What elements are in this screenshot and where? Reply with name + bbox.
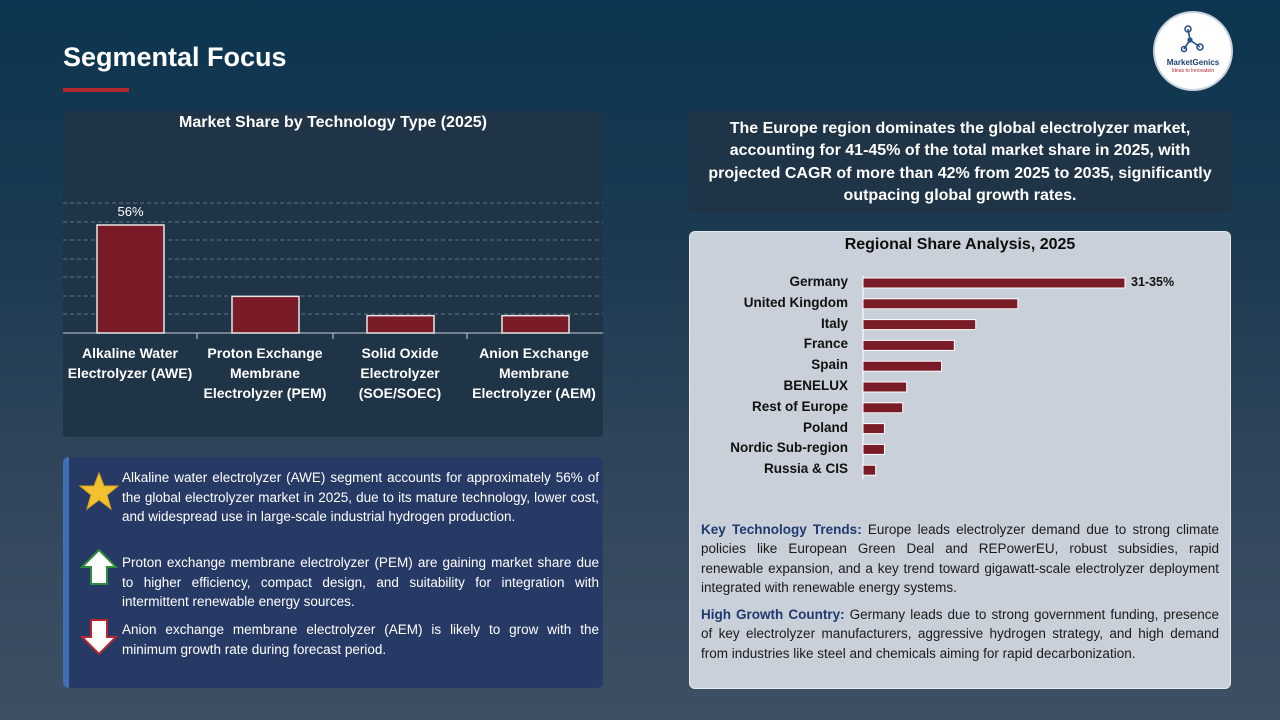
region-label: BENELUX <box>783 378 848 393</box>
region-bar-8 <box>862 443 885 455</box>
region-bar-4 <box>862 360 943 372</box>
key-trends-paragraph: Key Technology Trends: Europe leads elec… <box>701 520 1219 597</box>
region-bar-0 <box>862 277 1126 289</box>
region-bar-6 <box>862 402 904 414</box>
company-logo[interactable]: MarketGenics Ideas to Innovation <box>1155 13 1231 89</box>
key-trends-text: Europe leads electrolyzer demand due to … <box>701 522 1219 595</box>
technology-chart-panel: Market Share by Technology Type (2025) 5… <box>63 111 603 437</box>
category-label-awe: Alkaline Water Electrolyzer (AWE) <box>67 345 193 381</box>
tech-bar-0 <box>96 224 165 334</box>
region-label: United Kingdom <box>743 294 848 310</box>
europe-summary-panel: The Europe region dominates the global e… <box>689 111 1231 214</box>
region-bar-5 <box>862 381 908 393</box>
tech-bar-2 <box>366 314 435 334</box>
growth-country-heading: High Growth Country: <box>701 607 845 622</box>
bullet-awe: Alkaline water electrolyzer (AWE) segmen… <box>122 470 599 524</box>
region-label: Rest of Europe <box>751 398 848 414</box>
key-trends-heading: Key Technology Trends: <box>701 522 862 537</box>
arrow-down-icon <box>80 619 118 656</box>
regional-chart <box>862 276 1126 480</box>
europe-summary-text: The Europe region dominates the global e… <box>708 119 1212 205</box>
region-label: Poland <box>802 419 848 435</box>
growth-country-paragraph: High Growth Country: Germany leads due t… <box>701 605 1219 663</box>
region-label: Italy <box>820 315 848 331</box>
tech-bar-1 <box>231 295 300 334</box>
technology-chart: 56% <box>63 202 603 339</box>
category-label-aem: Anion Exchange Membrane Electrolyzer (AE… <box>472 345 596 401</box>
logo-brand: MarketGenics <box>1166 58 1220 67</box>
star-icon <box>79 471 119 511</box>
region-bar-1 <box>862 298 1019 310</box>
network-logo-icon <box>1180 25 1204 53</box>
region-bar-9 <box>862 464 877 476</box>
regional-chart-title: Regional Share Analysis, 2025 <box>844 236 1076 253</box>
tech-bar-3 <box>501 314 570 334</box>
region-bar-3 <box>862 339 955 351</box>
title-underline <box>63 88 129 92</box>
region-label: France <box>803 336 848 352</box>
bullet-aem: Anion exchange membrane electrolyzer (AE… <box>122 622 599 657</box>
logo-tagline: Ideas to Innovation <box>1171 68 1215 74</box>
region-bar-2 <box>862 319 977 331</box>
tech-bar-value-label: 56% <box>117 204 143 219</box>
technology-chart-title: Market Share by Technology Type (2025) <box>179 114 487 131</box>
arrow-up-icon <box>80 548 118 585</box>
region-label: Germany <box>789 274 848 289</box>
region-label: Russia & CIS <box>763 461 848 477</box>
bullet-pem: Proton exchange membrane electrolyzer (P… <box>122 555 599 609</box>
category-label-pem: Proton Exchange Membrane Electrolyzer (P… <box>203 345 327 401</box>
growth-country-text: Germany leads due to strong government f… <box>701 607 1219 661</box>
regional-share-panel: Regional Share Analysis, 2025 Germany 31-… <box>689 231 1231 689</box>
region-bar-value-label: 31-35% <box>1131 275 1175 289</box>
insights-panel: Alkaline water electrolyzer (AWE) segmen… <box>63 457 603 688</box>
region-label: Spain <box>811 357 848 373</box>
region-label: Nordic Sub-region <box>730 440 848 456</box>
region-bar-7 <box>862 423 885 435</box>
page-title: Segmental Focus <box>63 42 287 72</box>
category-label-soe: Solid Oxide Electrolyzer (SOE/SOEC) <box>358 345 442 401</box>
